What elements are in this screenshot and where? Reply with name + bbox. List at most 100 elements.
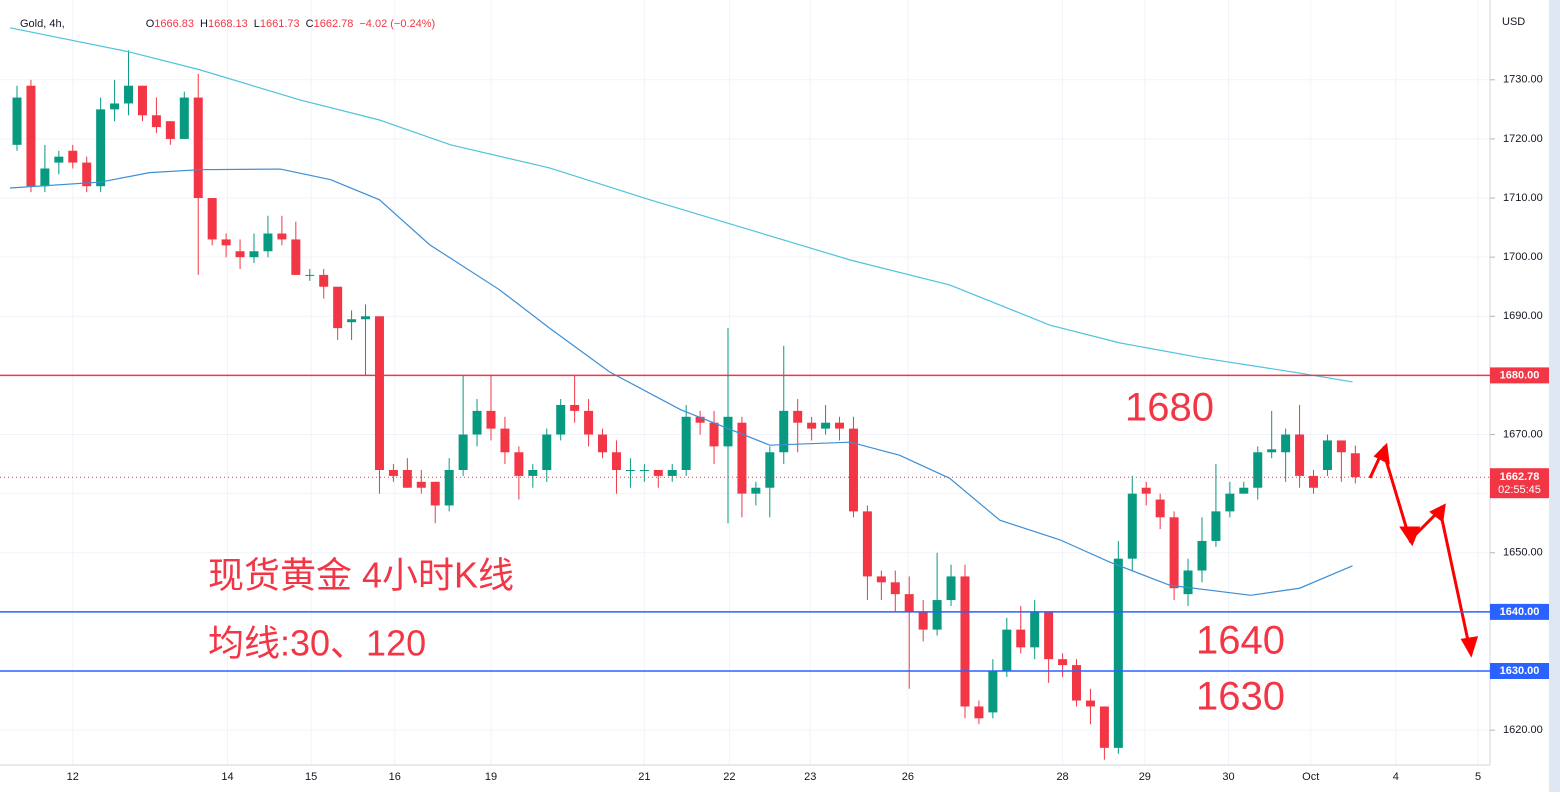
candle-body xyxy=(1155,499,1165,518)
candle-body xyxy=(862,511,872,577)
candle-body xyxy=(193,97,203,199)
level-label: 1680.00 xyxy=(1500,369,1540,381)
candle-body xyxy=(486,410,496,429)
candle-body xyxy=(1183,570,1193,595)
candle-body xyxy=(26,85,36,187)
y-tick-label: 1670.00 xyxy=(1503,428,1543,440)
candle-body xyxy=(876,576,886,583)
candle-body xyxy=(904,594,914,612)
candle-body xyxy=(305,274,315,276)
ohlc-value: 1668.13 xyxy=(208,18,248,30)
x-tick-label: Oct xyxy=(1302,771,1319,783)
candle-body xyxy=(68,150,78,163)
level-label: 1640.00 xyxy=(1500,606,1540,618)
level-label: 1630.00 xyxy=(1500,665,1540,677)
candle-body xyxy=(402,469,412,488)
candle-body xyxy=(235,251,245,258)
x-tick-label: 16 xyxy=(389,771,401,783)
candle-body xyxy=(598,434,608,453)
candle-body xyxy=(54,156,64,163)
candle-body xyxy=(1211,511,1221,541)
candle-body xyxy=(1113,558,1123,748)
ohlc-key: C xyxy=(306,18,314,30)
candle-body xyxy=(1281,434,1291,453)
candle-body xyxy=(12,97,22,145)
candle-body xyxy=(347,319,357,323)
candle-body xyxy=(165,121,175,139)
annotation: 均线:30、120 xyxy=(208,623,426,664)
candle-body xyxy=(500,428,510,453)
candle-body xyxy=(151,115,161,128)
y-tick-label: 1730.00 xyxy=(1503,74,1543,86)
x-tick-label: 30 xyxy=(1222,771,1234,783)
x-tick-label: 5 xyxy=(1475,771,1481,783)
y-tick-label: 1620.00 xyxy=(1503,724,1543,736)
candle-body xyxy=(1016,629,1026,648)
candle-body xyxy=(277,233,287,240)
candle-body xyxy=(291,239,301,275)
ohlc-key: H xyxy=(200,18,208,30)
annotation: 1680 xyxy=(1125,386,1214,430)
annotation: 1640 xyxy=(1196,619,1285,663)
candle-body xyxy=(570,404,580,411)
candle-body xyxy=(207,198,217,240)
candle-body xyxy=(737,422,747,494)
candle-body xyxy=(1044,611,1054,660)
candle-body xyxy=(1030,611,1040,648)
candle-body xyxy=(918,611,928,630)
candle-body xyxy=(807,422,817,429)
candle-body xyxy=(361,316,371,320)
candle-body xyxy=(1336,440,1346,453)
candle-body xyxy=(960,576,970,707)
candle-body xyxy=(388,469,398,476)
x-tick-label: 19 xyxy=(485,771,497,783)
candle-body xyxy=(946,576,956,601)
candle-body xyxy=(40,168,50,187)
legend-header: Gold, 4h, O1666.83 H1668.13 L1661.73 C1662.… xyxy=(20,18,435,30)
candle-body xyxy=(890,582,900,595)
candle-body xyxy=(695,416,705,423)
candle-body xyxy=(611,452,621,470)
candle-body xyxy=(374,316,384,470)
candle-body xyxy=(751,487,761,494)
candle-body xyxy=(444,469,454,506)
candle-body xyxy=(1141,487,1151,494)
annotation: 现货黄金 4小时K线 xyxy=(208,555,514,596)
candle-body xyxy=(556,404,566,435)
x-tick-label: 4 xyxy=(1393,771,1399,783)
candle-body xyxy=(1350,453,1360,478)
y-tick-label: 1710.00 xyxy=(1503,192,1543,204)
x-tick-label: 14 xyxy=(221,771,233,783)
arrow-head xyxy=(1399,526,1421,547)
candle-body xyxy=(709,422,719,447)
candle-body xyxy=(110,103,120,110)
candle-body xyxy=(584,410,594,435)
candle-body xyxy=(1127,493,1137,559)
candle-body xyxy=(472,410,482,435)
candle-body xyxy=(793,410,803,423)
arrow-head xyxy=(1429,503,1446,523)
candle-body xyxy=(96,109,106,187)
x-tick-label: 23 xyxy=(804,771,816,783)
ohlc-key: O xyxy=(146,18,155,30)
candle-body xyxy=(625,469,635,471)
level-label-box xyxy=(1490,367,1549,384)
candle-body xyxy=(1225,493,1235,512)
y-tick-label: 1720.00 xyxy=(1503,133,1543,145)
ohlc-value: 1666.83 xyxy=(154,18,194,30)
candle-body xyxy=(848,428,858,512)
y-tick-label: 1650.00 xyxy=(1503,547,1543,559)
x-tick-label: 12 xyxy=(67,771,79,783)
candle-body xyxy=(430,481,440,506)
candle-body xyxy=(249,251,259,258)
candle-body xyxy=(1267,449,1277,453)
candle-body xyxy=(514,452,524,476)
candle-body xyxy=(681,416,691,470)
x-tick-label: 28 xyxy=(1056,771,1068,783)
candle-body xyxy=(1239,487,1249,494)
candle-body xyxy=(1002,629,1012,672)
candle-body xyxy=(416,481,426,488)
candle-body xyxy=(1253,452,1263,488)
